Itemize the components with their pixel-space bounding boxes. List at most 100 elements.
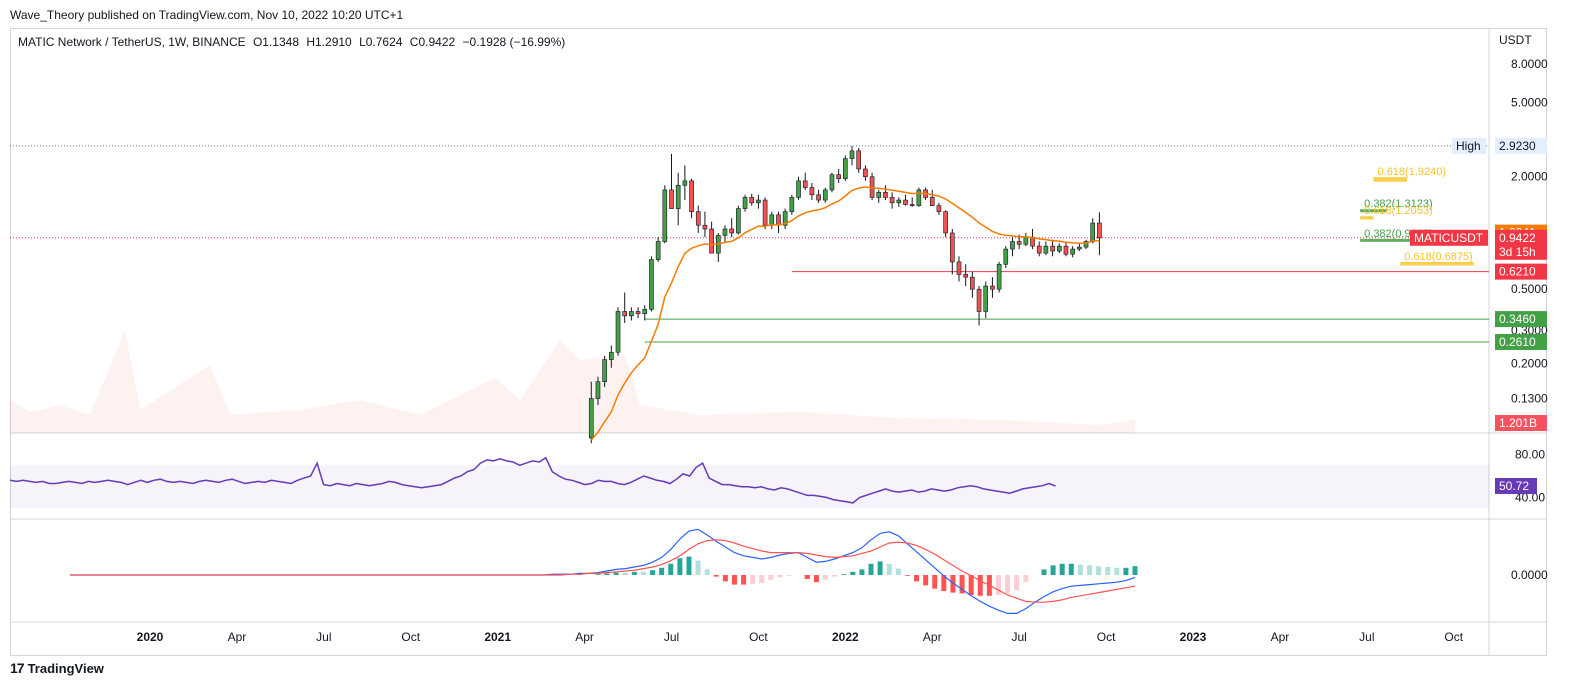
candle-body xyxy=(996,263,1002,290)
macd-histogram-bar xyxy=(886,563,892,575)
candle-body xyxy=(909,204,915,206)
candle-body xyxy=(1070,248,1075,255)
macd-histogram-bar xyxy=(850,571,856,575)
macd-histogram-bar xyxy=(841,574,847,575)
current-price-tag-bg xyxy=(1495,229,1547,260)
candle-body xyxy=(789,197,795,212)
candle-body xyxy=(1016,241,1022,245)
legend-symbol[interactable]: MATIC Network / TetherUS, 1W, BINANCE xyxy=(18,35,246,49)
candle-body xyxy=(622,311,628,317)
ohlc-legend: MATIC Network / TetherUS, 1W, BINANCE O1… xyxy=(18,35,569,49)
candle-body xyxy=(1090,222,1096,242)
candle-body xyxy=(782,211,788,226)
time-tick: Jul xyxy=(316,630,331,644)
rsi-line xyxy=(9,456,1056,504)
macd-histogram-bar xyxy=(832,575,838,577)
candle-body xyxy=(1056,245,1062,252)
time-tick: Oct xyxy=(1444,630,1463,644)
legend-high: H1.2910 xyxy=(306,35,352,49)
candle-body xyxy=(963,274,968,278)
tradingview-logo-icon: 17 xyxy=(10,660,25,676)
time-tick: 2020 xyxy=(137,630,164,644)
macd-histogram-bar xyxy=(959,575,965,594)
macd-histogram-bar xyxy=(1086,565,1092,575)
macd-histogram-bar xyxy=(877,561,883,575)
candle-body xyxy=(1043,245,1049,254)
candle-body xyxy=(856,150,862,170)
candle-body xyxy=(956,261,962,275)
candle-body xyxy=(802,180,808,188)
macd-histogram-bar xyxy=(1132,566,1138,575)
macd-histogram-bar xyxy=(813,575,819,583)
macd-histogram-bar xyxy=(1041,569,1047,575)
candle-body xyxy=(649,259,654,310)
macd-histogram-bar xyxy=(977,575,983,596)
macd-histogram-bar xyxy=(941,575,947,591)
rsi-tick: 40.00 xyxy=(1515,491,1545,505)
fib-label: 0.618(1.2053) xyxy=(1364,205,1433,217)
level-tag: 0.3460 xyxy=(1499,312,1536,326)
legend-low: L0.7624 xyxy=(359,35,403,49)
fib-label: 0.382(1.3123) xyxy=(1364,198,1433,210)
symbol-tag-bg xyxy=(1410,229,1488,246)
macd-histogram-bar xyxy=(1077,564,1083,575)
volume-area xyxy=(10,330,1135,433)
fib-box xyxy=(1360,209,1387,213)
macd-histogram-bar xyxy=(1050,565,1056,575)
macd-histogram-bar xyxy=(1005,575,1011,594)
high-label-bg xyxy=(1452,137,1486,154)
candle-body xyxy=(916,189,922,206)
candle-body xyxy=(635,311,641,314)
macd-histogram-bar xyxy=(868,563,874,575)
macd-histogram-bar xyxy=(686,556,692,575)
candle-body xyxy=(776,214,781,226)
candle-body xyxy=(689,180,694,212)
macd-histogram-bar xyxy=(731,575,737,585)
fib-box xyxy=(1360,238,1434,242)
time-tick: Jul xyxy=(664,630,679,644)
candle-body xyxy=(896,199,902,204)
candle-body xyxy=(809,187,815,196)
candle-body xyxy=(936,205,942,212)
macd-histogram-bar xyxy=(1096,566,1102,575)
macd-histogram-bar xyxy=(640,571,646,575)
candle-body xyxy=(943,211,948,234)
macd-histogram-bar xyxy=(995,575,1001,595)
candle-body xyxy=(983,285,989,312)
candle-body xyxy=(736,208,741,234)
candle-body xyxy=(655,241,661,260)
candle-body xyxy=(889,197,895,204)
rsi-value-tag-bg xyxy=(1495,477,1537,494)
footer-brand[interactable]: 17 TradingView xyxy=(10,660,104,676)
candle-body xyxy=(609,351,614,360)
level-tag-bg xyxy=(1495,263,1547,280)
macd-histogram-bar xyxy=(595,574,601,575)
fib-box xyxy=(1360,216,1374,220)
fib-label: 0.618(1.9240) xyxy=(1378,166,1447,178)
high-value-tag-bg xyxy=(1495,137,1547,154)
high-label: High xyxy=(1456,139,1481,153)
macd-signal-line xyxy=(70,539,1136,603)
macd-histogram-bar xyxy=(1068,563,1074,575)
high-value-tag: 2.9230 xyxy=(1499,139,1536,153)
candle-body xyxy=(756,199,761,204)
candle-body xyxy=(849,150,855,159)
macd-histogram-bar xyxy=(659,567,665,575)
ema-line xyxy=(590,186,1100,441)
publisher-line: Wave_Theory published on TradingView.com… xyxy=(10,8,404,22)
legend-change: −0.1928 (−16.99%) xyxy=(462,35,566,49)
candle-body xyxy=(588,398,594,439)
macd-histogram-bar xyxy=(1023,575,1029,583)
macd-histogram-bar xyxy=(631,571,637,575)
candle-body xyxy=(836,174,841,180)
candle-body xyxy=(749,197,755,204)
time-tick: 2022 xyxy=(832,630,859,644)
macd-histogram-bar xyxy=(1105,567,1111,575)
time-tick: Apr xyxy=(575,630,594,644)
symbol-tag: MATICUSDT xyxy=(1414,231,1484,245)
fib-box xyxy=(1373,177,1407,182)
candle-body xyxy=(1003,248,1009,265)
macd-histogram-bar xyxy=(968,575,974,595)
macd-histogram-bar xyxy=(668,563,674,575)
